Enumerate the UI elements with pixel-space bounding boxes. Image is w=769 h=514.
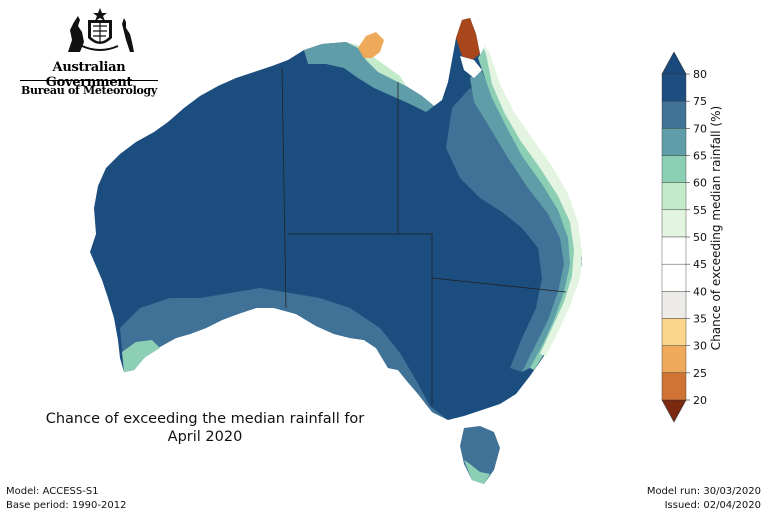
darwin-dry-patch xyxy=(358,32,384,58)
colorbar-segment xyxy=(661,128,687,156)
mainland-landmass xyxy=(90,18,582,420)
colorbar-segment xyxy=(661,155,687,183)
colorbar-tick-label: 70 xyxy=(693,122,707,135)
south-coast-band xyxy=(120,288,448,420)
colorbar-segment xyxy=(661,372,687,401)
colorbar-segment xyxy=(661,182,687,211)
colorbar-segment xyxy=(661,345,687,374)
colorbar-ticks: 80 75 70 65 60 55 50 45 40 35 30 25 20 xyxy=(686,68,707,407)
colorbar-segment xyxy=(661,263,687,292)
colorbar-tick-label: 55 xyxy=(693,204,707,217)
footer-model-info: Model: ACCESS-S1 Base period: 1990-2012 xyxy=(6,485,126,513)
east-coast-band-2 xyxy=(470,68,578,372)
colorbar-segment xyxy=(661,291,687,319)
east-coast-band-1 xyxy=(446,88,574,372)
map-title-line-1: Chance of exceeding the median rainfall … xyxy=(45,411,365,427)
colorbar-segment xyxy=(661,100,687,129)
colorbar-tick-label: 30 xyxy=(693,340,707,353)
colorbar-title: Chance of exceeding median rainfall (%) xyxy=(709,106,723,350)
colorbar-tick-label: 45 xyxy=(693,258,707,271)
colorbar-tick-label: 60 xyxy=(693,177,707,190)
colorbar-tick-label: 80 xyxy=(693,68,707,81)
colorbar-tick-label: 25 xyxy=(693,367,707,380)
logo-divider xyxy=(20,80,158,81)
government-name: Australian Government xyxy=(45,60,133,90)
colorbar-tick-label: 40 xyxy=(693,285,707,298)
colorbar-tick-label: 35 xyxy=(693,313,707,326)
footer-run-info: Model run: 30/03/2020 Issued: 02/04/2020 xyxy=(647,485,761,513)
east-coast-band-3 xyxy=(478,48,582,370)
australia-rainfall-map xyxy=(90,18,582,484)
colorbar-tick-label: 65 xyxy=(693,150,707,163)
colorbar-tick-label: 50 xyxy=(693,231,707,244)
cape-york-pale xyxy=(460,56,482,78)
southwest-teal-band xyxy=(122,340,160,372)
colorbar-segment xyxy=(661,318,687,346)
state-borders xyxy=(281,67,567,406)
bom-logo: Australian Government Bureau of Meteorol… xyxy=(14,6,164,102)
east-coast-band-4 xyxy=(484,44,582,356)
colorbar-tick-label: 20 xyxy=(693,394,707,407)
north-coast-pale xyxy=(346,42,406,86)
colorbar-min-arrow xyxy=(661,399,687,423)
colorbar-segment xyxy=(661,73,687,102)
map-title: Chance of exceeding the median rainfall … xyxy=(40,410,370,446)
coat-of-arms-icon xyxy=(68,8,134,52)
model-label: Model: ACCESS-S1 xyxy=(6,486,99,497)
colorbar-segments xyxy=(661,52,687,423)
colorbar-tick-label: 75 xyxy=(693,95,707,108)
north-coast-band xyxy=(304,42,434,112)
base-period-label: Base period: 1990-2012 xyxy=(6,500,127,511)
colorbar-segment xyxy=(661,209,687,238)
colorbar-max-arrow xyxy=(661,52,687,75)
bureau-name: Bureau of Meteorology xyxy=(21,84,157,97)
issued-label: Issued: 02/04/2020 xyxy=(664,500,761,511)
map-title-line-2: April 2020 xyxy=(167,429,243,445)
colorbar-legend: 80 75 70 65 60 55 50 45 40 35 30 25 20 Chance of exc… xyxy=(661,52,723,423)
model-run-label: Model run: 30/03/2020 xyxy=(646,486,761,497)
cape-york-dry-tip xyxy=(456,18,480,60)
tasmania-coast xyxy=(464,460,490,484)
colorbar-segment xyxy=(661,236,687,265)
